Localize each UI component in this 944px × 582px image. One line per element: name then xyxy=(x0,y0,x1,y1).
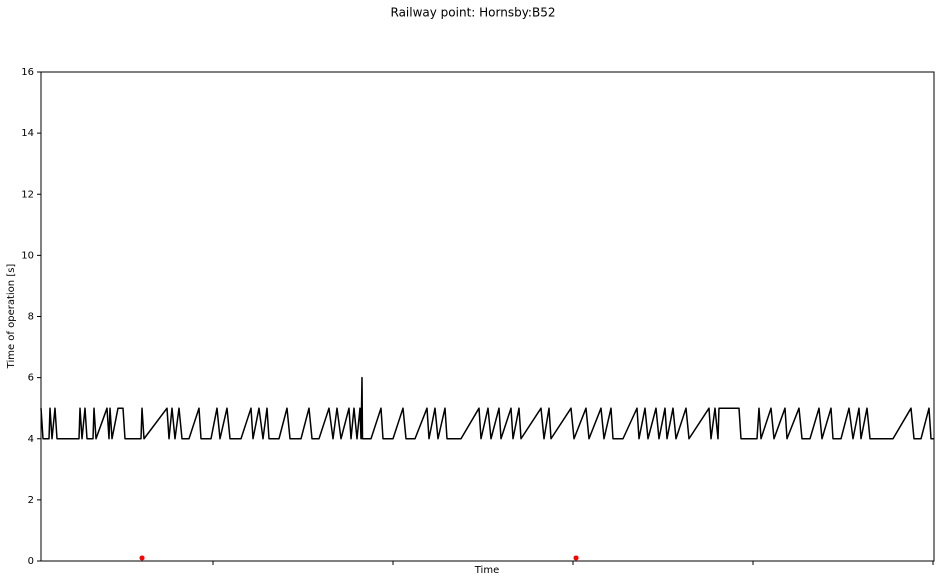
y-axis-label: Time of operation [s] xyxy=(6,264,17,370)
plot-frame xyxy=(40,71,935,562)
x-axis-label: Time xyxy=(474,565,499,576)
y-tick-label: 16 xyxy=(21,67,34,78)
y-tick-label: 0 xyxy=(28,556,34,567)
point xyxy=(139,555,145,561)
chart-title: Railway point: Hornsby:B52 xyxy=(391,6,556,20)
y-tick-label: 2 xyxy=(28,495,34,506)
y-tick-label: 14 xyxy=(21,128,34,139)
y-tick-label: 4 xyxy=(28,434,34,445)
y-tick-label: 12 xyxy=(21,189,34,200)
y-tick-label: 6 xyxy=(28,373,34,384)
data-line xyxy=(40,376,934,440)
y-tick-label: 8 xyxy=(28,312,34,323)
point xyxy=(573,555,579,561)
y-tick-label: 10 xyxy=(21,250,34,261)
